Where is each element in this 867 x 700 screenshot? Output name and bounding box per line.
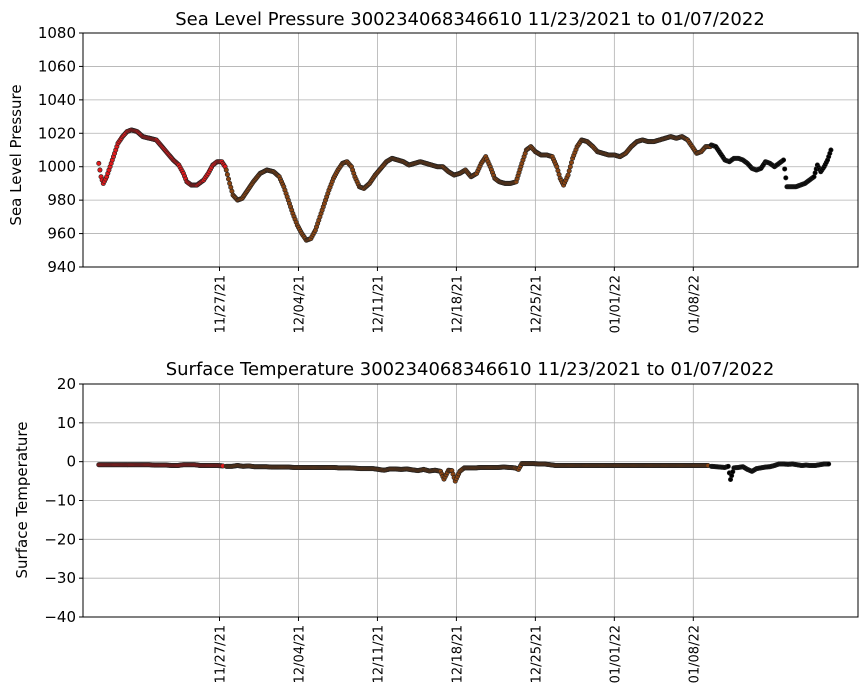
pressure-xtick-label: 01/01/22 xyxy=(608,275,623,333)
temperature-xtick-label: 11/27/21 xyxy=(213,625,228,683)
temperature-xtick-label: 01/01/22 xyxy=(608,625,623,683)
pressure-point xyxy=(568,160,574,166)
pressure-xtick-label: 12/11/21 xyxy=(371,275,386,333)
pressure-point xyxy=(223,167,229,173)
pressure-grid xyxy=(83,32,858,268)
temperature-chart-title: Surface Temperature 300234068346610 11/2… xyxy=(166,359,775,380)
pressure-point xyxy=(97,167,103,173)
temperature-ticks: −40 −30 −20 −10 0 10 20 11/27/21 12/04/21 12/11/2… xyxy=(44,375,702,683)
temperature-xtick-label: 01/08/22 xyxy=(687,625,702,683)
temperature-xtick-label: 12/11/21 xyxy=(371,625,386,683)
pressure-ytick-label: 1080 xyxy=(38,24,76,42)
temperature-ytick-label: −40 xyxy=(44,608,76,626)
pressure-chart-title: Sea Level Pressure 300234068346610 11/23… xyxy=(175,9,765,30)
pressure-point xyxy=(565,172,571,178)
temperature-ytick-label: 10 xyxy=(57,414,76,432)
pressure-point xyxy=(783,175,789,181)
temperature-ytick-label: 0 xyxy=(66,453,76,471)
pressure-ytick-label: 980 xyxy=(47,191,76,209)
pressure-plot-frame xyxy=(82,32,859,268)
temperature-ytick-label: −10 xyxy=(44,492,76,510)
pressure-xtick-label: 12/04/21 xyxy=(292,275,307,333)
temperature-y-axis-label: Surface Temperature xyxy=(13,422,31,579)
temperature-point xyxy=(725,463,731,469)
pressure-xtick-label: 11/27/21 xyxy=(213,275,228,333)
temperature-grid xyxy=(83,383,858,618)
temperature-xtick-label: 12/04/21 xyxy=(292,625,307,683)
pressure-panel: Sea Level Pressure 300234068346610 11/23… xyxy=(7,9,859,333)
pressure-xtick-label: 12/25/21 xyxy=(529,275,544,333)
temperature-panel: Surface Temperature 300234068346610 11/2… xyxy=(13,359,859,683)
pressure-point xyxy=(566,168,572,174)
temperature-points xyxy=(96,461,832,484)
pressure-ticks: 940 960 980 1000 1020 1040 1060 1080 11/27/21 12/… xyxy=(38,24,702,333)
pressure-point xyxy=(782,166,788,172)
temperature-ytick-label: −30 xyxy=(44,569,76,587)
pressure-ytick-label: 960 xyxy=(47,225,76,243)
temperature-xtick-label: 12/18/21 xyxy=(450,625,465,683)
pressure-ytick-label: 1000 xyxy=(38,158,76,176)
pressure-xtick-label: 12/18/21 xyxy=(450,275,465,333)
pressure-points xyxy=(96,127,834,243)
pressure-ytick-label: 1060 xyxy=(38,57,76,75)
pressure-xtick-label: 01/08/22 xyxy=(687,275,702,333)
pressure-ytick-label: 940 xyxy=(47,258,76,276)
pressure-ytick-label: 1020 xyxy=(38,124,76,142)
temperature-point xyxy=(826,461,832,467)
pressure-point xyxy=(96,160,102,166)
pressure-point xyxy=(224,172,230,178)
pressure-y-axis-label: Sea Level Pressure xyxy=(7,84,25,225)
temperature-ytick-label: −20 xyxy=(44,530,76,548)
pressure-ytick-label: 1040 xyxy=(38,91,76,109)
pressure-point xyxy=(226,176,232,182)
pressure-point xyxy=(567,164,573,170)
temperature-ytick-label: 20 xyxy=(57,375,76,393)
temperature-xtick-label: 12/25/21 xyxy=(529,625,544,683)
pressure-point xyxy=(781,157,787,163)
pressure-point xyxy=(828,147,834,153)
